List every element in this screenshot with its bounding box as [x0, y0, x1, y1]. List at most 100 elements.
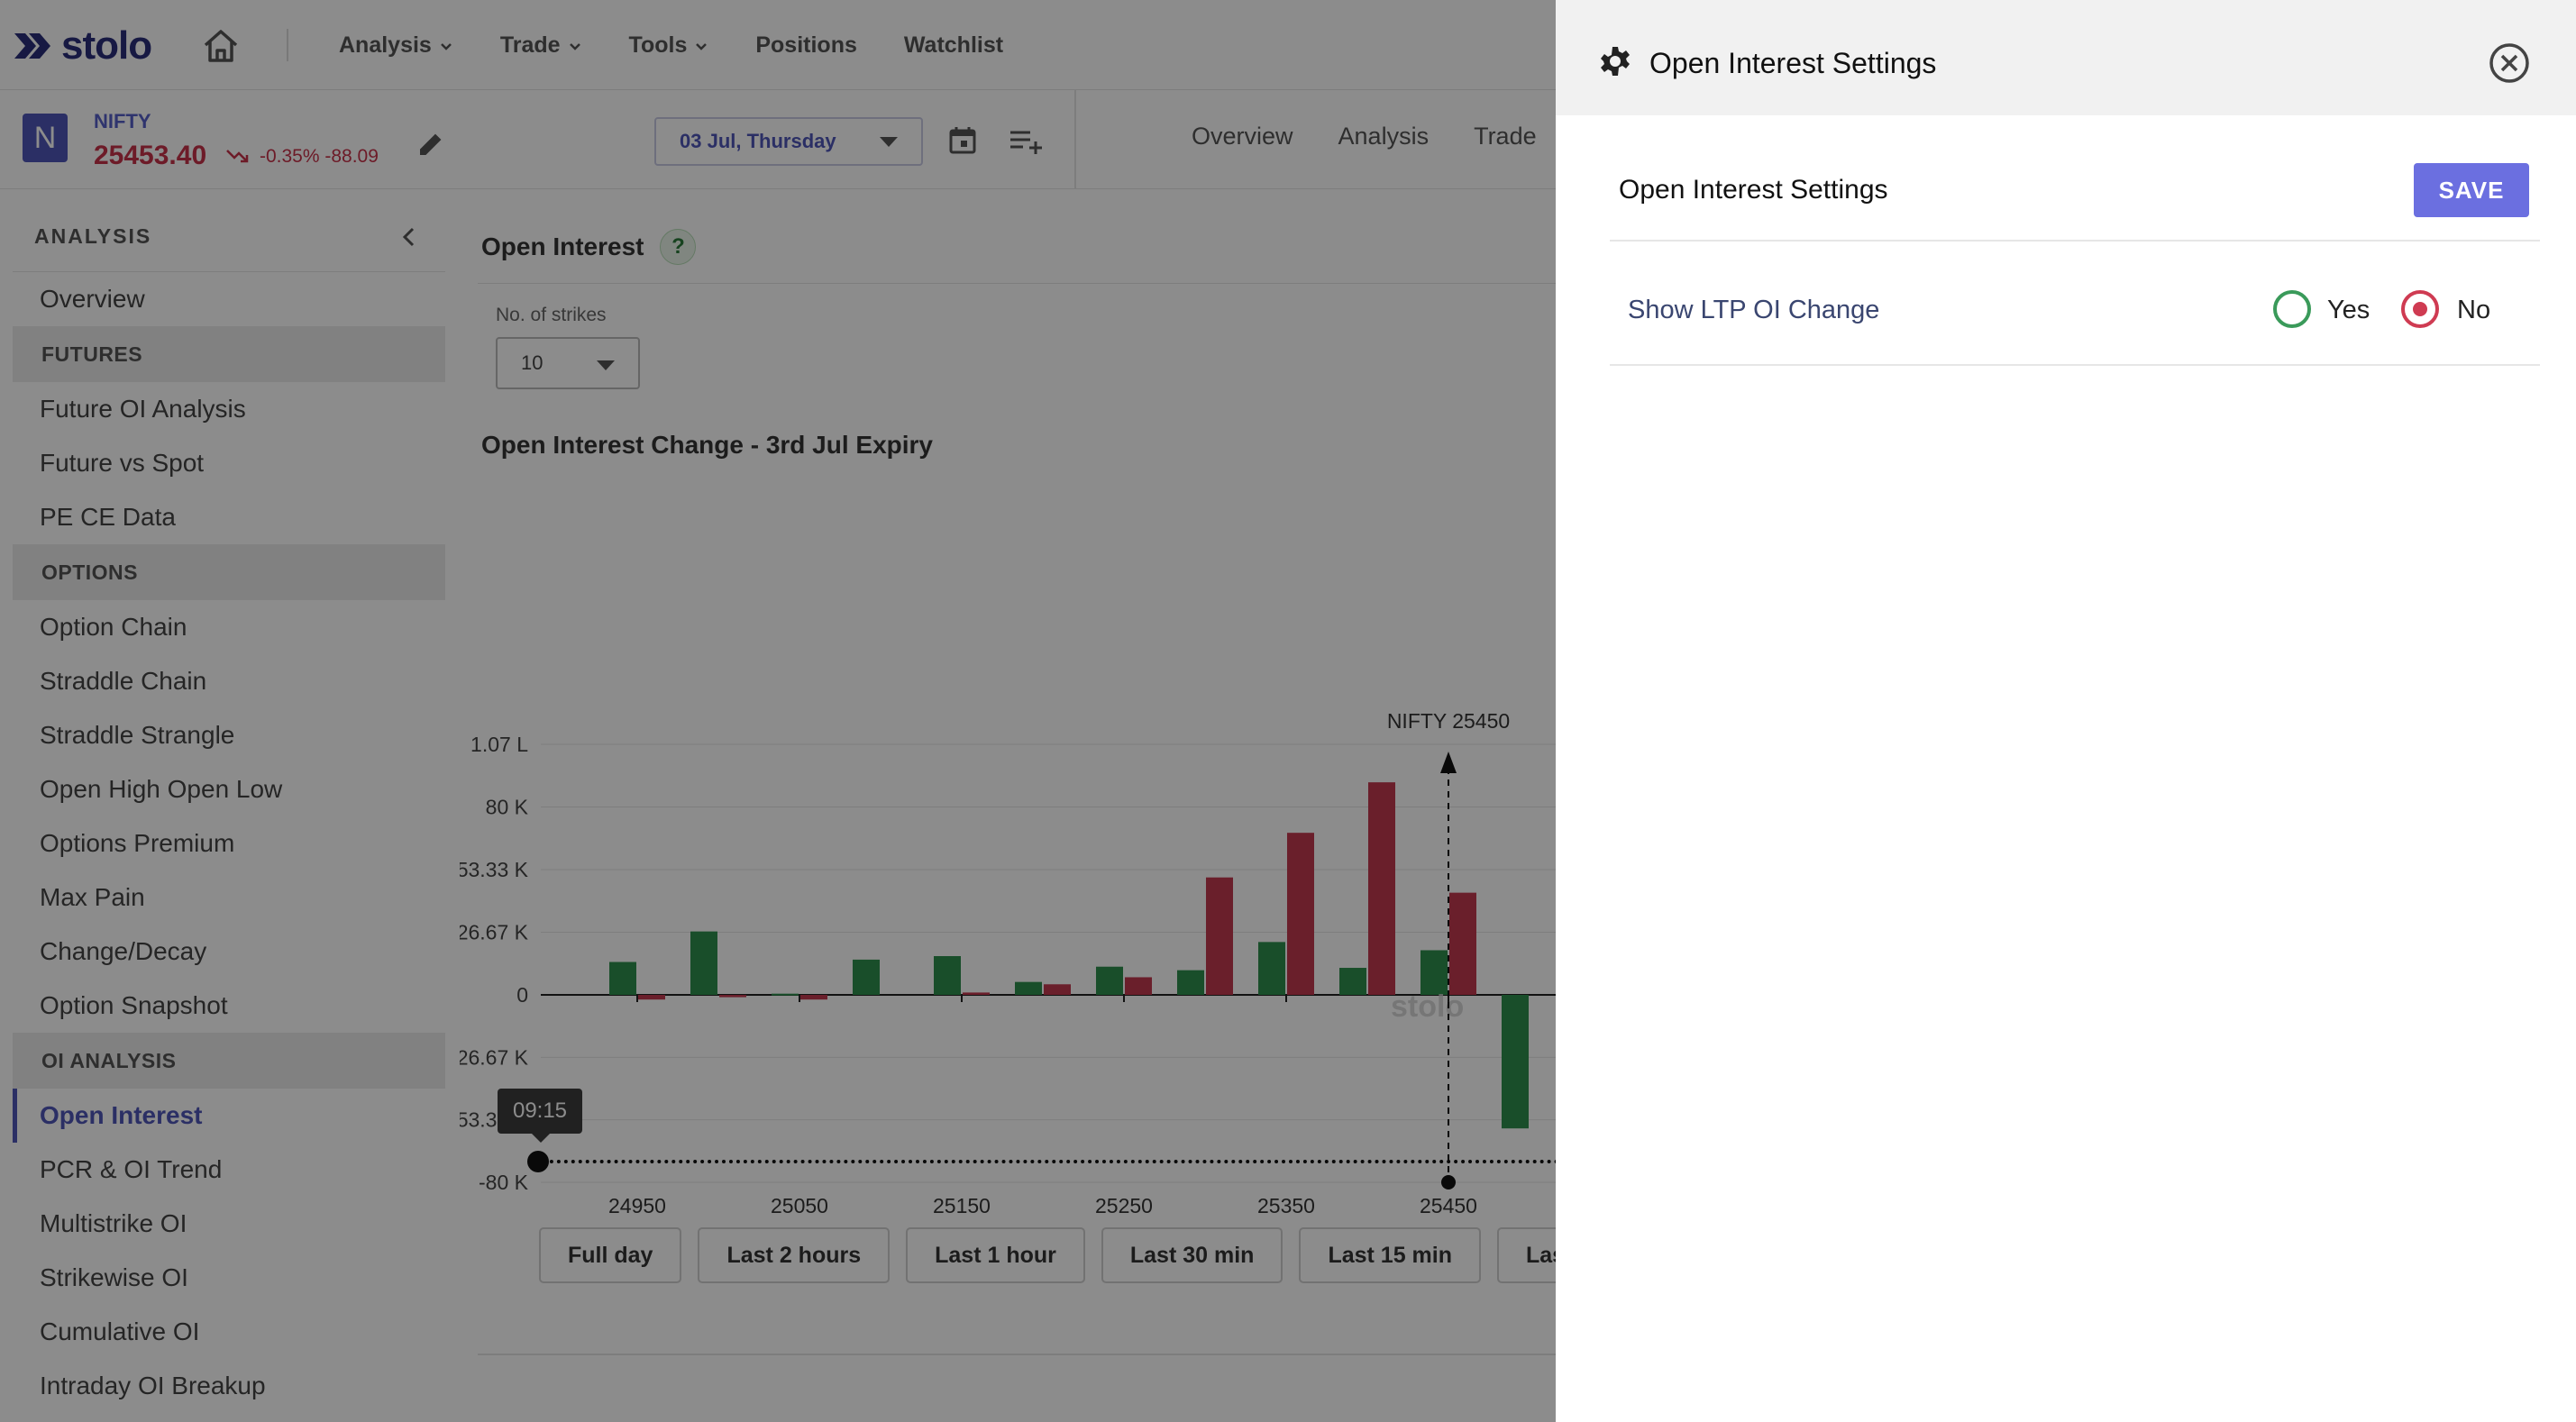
- drawer-header: Open Interest Settings: [1556, 0, 2576, 115]
- range-last-30-min-button[interactable]: Last 30 min: [1101, 1227, 1283, 1283]
- spot-marker-label: NIFTY 25450: [1387, 709, 1510, 733]
- save-button[interactable]: SAVE: [2414, 163, 2529, 217]
- y-tick-label: 0: [516, 983, 528, 1007]
- logo-chevron-icon: [14, 33, 50, 59]
- tab-overview[interactable]: Overview: [1192, 123, 1293, 150]
- sidebar-item-change-decay[interactable]: Change/Decay: [40, 937, 207, 965]
- nav-tools[interactable]: Tools: [629, 32, 709, 59]
- chart-bars: [609, 782, 1529, 1129]
- bar-green: [1177, 970, 1204, 995]
- radio-yes-label[interactable]: Yes: [2327, 296, 2370, 324]
- brand-logo[interactable]: stolo: [14, 23, 152, 68]
- symbol-tabs: Overview Analysis Trade: [1192, 123, 1582, 150]
- gear-icon: [1601, 47, 1630, 76]
- bar-red: [1449, 892, 1476, 995]
- chart-title: Open Interest Change - 3rd Jul Expiry: [481, 431, 934, 459]
- sidebar-item-straddle-strangle[interactable]: Straddle Strangle: [40, 721, 235, 749]
- sidebar-item-options-premium[interactable]: Options Premium: [40, 829, 235, 857]
- bar-red: [1368, 782, 1395, 995]
- strikes-select[interactable]: 10: [496, 337, 640, 389]
- nav-watchlist[interactable]: Watchlist: [904, 32, 1003, 59]
- expiry-date-select[interactable]: 03 Jul, Thursday: [654, 117, 923, 166]
- sidebar-item-straddle-chain[interactable]: Straddle Chain: [40, 667, 207, 695]
- symbol-bar-separator: [1074, 90, 1076, 189]
- sidebar-item-strikewise-oi[interactable]: Strikewise OI: [40, 1263, 188, 1291]
- x-tick-label: 25050: [771, 1194, 828, 1217]
- nav-positions[interactable]: Positions: [755, 32, 857, 59]
- tab-analysis[interactable]: Analysis: [1338, 123, 1430, 150]
- add-to-list-icon[interactable]: [1006, 123, 1047, 159]
- chevron-down-icon: [569, 42, 580, 50]
- symbol-badge: N: [23, 114, 68, 162]
- bar-green: [1339, 968, 1366, 995]
- nav-menu: Analysis Trade Tools Positions Watchlist: [339, 32, 1050, 59]
- sidebar-item-pe-ce-data[interactable]: PE CE Data: [40, 503, 176, 531]
- calendar-icon[interactable]: [945, 123, 981, 159]
- symbol-name[interactable]: NIFTY: [94, 110, 151, 132]
- radio-yes[interactable]: [2273, 290, 2311, 328]
- y-tick-label: -26.67 K: [460, 1045, 529, 1069]
- settings-section-title: Open Interest Settings: [1619, 175, 1888, 205]
- sidebar-item-future-vs-spot[interactable]: Future vs Spot: [40, 449, 205, 477]
- spot-marker: [1440, 752, 1457, 1190]
- bar-green: [772, 993, 799, 996]
- radio-no-selected[interactable]: [2401, 290, 2439, 328]
- time-slider-track[interactable]: [535, 1160, 1559, 1163]
- sidebar-item-cumulative-oi[interactable]: Cumulative OI: [40, 1317, 200, 1345]
- nav-watchlist-label: Watchlist: [903, 32, 1004, 58]
- nav-trade[interactable]: Trade: [500, 32, 582, 59]
- caret-down-icon: [880, 137, 898, 147]
- x-axis-ticks: 24950250502515025250253502545025550: [608, 995, 1477, 1217]
- sidebar-item-max-pain[interactable]: Max Pain: [40, 883, 145, 911]
- expiry-date-value: 03 Jul, Thursday: [680, 130, 836, 152]
- nav-analysis[interactable]: Analysis: [339, 32, 453, 59]
- symbol-price: 25453.40: [94, 141, 207, 170]
- bar-green: [1258, 942, 1285, 995]
- bar-green: [1015, 981, 1042, 995]
- x-tick-label: 25450: [1420, 1194, 1477, 1217]
- spot-marker-dot: [1441, 1175, 1456, 1190]
- chevron-left-icon[interactable]: [397, 224, 422, 250]
- symbol-change: -0.35% -88.09: [260, 146, 379, 167]
- sidebar-header: ANALYSIS: [13, 202, 445, 272]
- sidebar-item-open-high-open-low[interactable]: Open High Open Low: [40, 775, 283, 803]
- sidebar-item-option-snapshot[interactable]: Option Snapshot: [40, 991, 228, 1019]
- home-icon[interactable]: [200, 27, 242, 65]
- tab-trade[interactable]: Trade: [1474, 123, 1537, 150]
- bar-red: [1125, 977, 1152, 995]
- radio-no-label[interactable]: No: [2457, 296, 2491, 324]
- bar-green: [853, 959, 880, 995]
- y-tick-label: 26.67 K: [460, 920, 529, 943]
- sidebar-item-intraday-oi-breakup[interactable]: Intraday OI Breakup: [40, 1372, 266, 1399]
- sidebar-item-overview[interactable]: Overview: [40, 285, 145, 313]
- sidebar-item-multistrike-oi[interactable]: Multistrike OI: [40, 1209, 187, 1237]
- range-last-15-min-button[interactable]: Last 15 min: [1299, 1227, 1481, 1283]
- time-slider-handle[interactable]: [527, 1151, 549, 1172]
- sidebar-item-future-oi-analysis[interactable]: Future OI Analysis: [40, 395, 246, 423]
- bar-green: [690, 931, 717, 995]
- chevron-down-icon: [696, 42, 708, 50]
- trend-down-icon: [226, 150, 249, 163]
- settings-drawer: Open Interest Settings Open Interest Set…: [1556, 0, 2576, 1422]
- bar-red: [1287, 833, 1314, 995]
- sidebar-item-pcr-oi-trend[interactable]: PCR & OI Trend: [40, 1155, 223, 1183]
- chevron-down-icon: [440, 42, 452, 50]
- bar-red: [1206, 877, 1233, 995]
- range-full-day-button[interactable]: Full day: [539, 1227, 682, 1283]
- x-tick-label: 25350: [1257, 1194, 1315, 1217]
- modal-backdrop[interactable]: [0, 0, 1556, 1422]
- brand-name: stolo: [61, 23, 152, 68]
- help-icon[interactable]: ?: [660, 229, 697, 265]
- open-interest-panel: Open Interest ? No. of strikes 10 Open I…: [460, 202, 1621, 1422]
- sidebar-item-option-chain[interactable]: Option Chain: [40, 613, 187, 641]
- sidebar-section-options: OPTIONS: [13, 544, 445, 600]
- sidebar-item-open-interest[interactable]: Open Interest: [13, 1089, 445, 1143]
- edit-pencil-icon[interactable]: [413, 126, 449, 162]
- range-last-2-hours-button[interactable]: Last 2 hours: [698, 1227, 891, 1283]
- divider: [1610, 364, 2540, 366]
- close-icon[interactable]: [2488, 41, 2531, 85]
- bar-green: [609, 962, 636, 995]
- range-last-1-hour-button[interactable]: Last 1 hour: [906, 1227, 1085, 1283]
- y-tick-label: 1.07 L: [470, 733, 528, 756]
- strikes-value: 10: [521, 351, 544, 374]
